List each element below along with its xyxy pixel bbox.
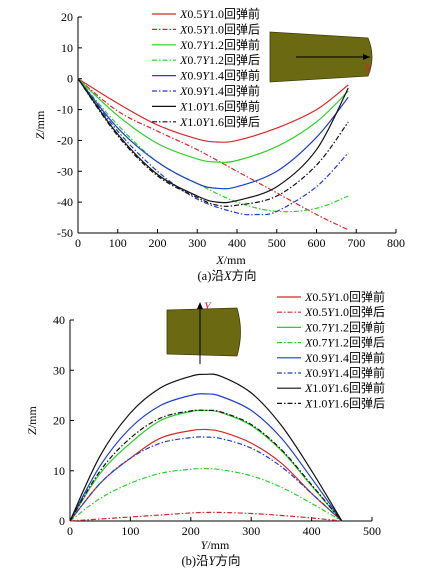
series-line [77,78,349,213]
chart-b: 0 100 200 300 400 500 0 10 20 30 40 Z/mm Y/mm(b)沿Y方向… [25,289,385,568]
x-tick-label: 0 [67,524,73,538]
x-tick-label: 300 [188,236,206,250]
y-tick-label: -20 [57,133,73,147]
legend-label: X1.0Y1.6回弹前 [179,98,260,113]
y-tick-label: -30 [57,164,73,178]
plate-axis-label: X [363,61,372,75]
arrow-head [197,302,203,309]
x-tick-label: 700 [347,236,365,250]
legend-label: X0.9Y1.4回弹前 [304,350,385,365]
x-axis-title: Y/mm [201,538,230,552]
x-tick-label: 400 [228,236,246,250]
series-line [69,409,343,522]
legend-label: X0.9Y1.4回弹前 [179,68,260,83]
series-line [77,78,349,190]
plate-inset: Y [166,299,241,364]
legend: X0.5Y1.0回弹前X0.5Y1.0回弹后X0.7Y1.2回弹前X0.7Y1.… [152,6,260,129]
x-tick-label: 600 [308,236,326,250]
y-tick-label: 0 [59,514,65,528]
x-tick-label: 100 [121,524,139,538]
legend-label: X1.0Y1.6回弹后 [179,115,260,129]
series-line [69,373,343,522]
series-line [69,511,342,522]
x-axis-title: X/mm [215,253,246,267]
y-axis-title: Z/mm [33,110,47,139]
x-tick-label: 800 [387,236,405,250]
y-tick-label: -10 [57,103,73,117]
series-line [69,436,343,522]
y-tick-label: 20 [61,10,73,24]
plate-inset: X [269,31,373,83]
x-tick-label: 300 [242,524,260,538]
series-line [69,409,343,522]
x-tick-label: 400 [303,524,321,538]
x-tick-label: 0 [75,236,81,250]
legend-label: X0.5Y1.0回弹前 [304,289,385,304]
legend-label: X1.0Y1.6回弹前 [304,380,385,395]
series-line [69,468,343,522]
x-tick-label: 200 [149,236,167,250]
legend-label: X0.5Y1.0回弹前 [179,6,260,21]
y-tick-label: 30 [53,363,65,377]
legend-label: X0.5Y1.0回弹后 [179,22,260,36]
series-line [77,78,349,204]
chart-a: 0 100 200 300 400 500 600 700 80020100-10-20-30-… [33,6,405,283]
plate-axis-label: Y [204,299,212,313]
series-line [77,78,349,143]
y-tick-label: -40 [57,195,73,209]
legend-label: X0.7Y1.2回弹后 [179,53,260,67]
legend-label: X1.0Y1.6回弹后 [304,396,385,410]
series-line [69,393,343,522]
y-axis-title: Z/mm [25,405,39,434]
legend-label: X0.5Y1.0回弹后 [304,305,385,319]
series-line [77,78,349,163]
y-tick-label: 20 [53,414,65,428]
chart-caption: (b)沿Y方向 [181,553,240,568]
plate-shape [166,307,241,357]
x-tick-label: 100 [109,236,127,250]
legend-label: X0.7Y1.2回弹前 [304,319,385,334]
series-line [77,78,349,231]
legend-label: X0.9Y1.4回弹前 [179,83,260,98]
y-tick-label: 10 [61,41,73,55]
y-tick-label: 10 [53,464,65,478]
legend-label: X0.7Y1.2回弹前 [179,37,260,52]
y-tick-label: 0 [67,72,73,86]
legend-label: X0.7Y1.2回弹后 [304,336,385,350]
x-tick-label: 200 [182,524,200,538]
series-line [77,78,349,207]
y-tick-label: -50 [57,226,73,240]
y-tick-label: 40 [53,313,65,327]
series-line [77,78,349,216]
series-line [69,428,343,522]
x-tick-label: 500 [363,524,381,538]
x-tick-label: 500 [268,236,286,250]
legend-label: X0.9Y1.4回弹前 [304,365,385,380]
arrow-head [363,54,370,60]
chart-caption: (a)沿X方向 [197,268,256,283]
